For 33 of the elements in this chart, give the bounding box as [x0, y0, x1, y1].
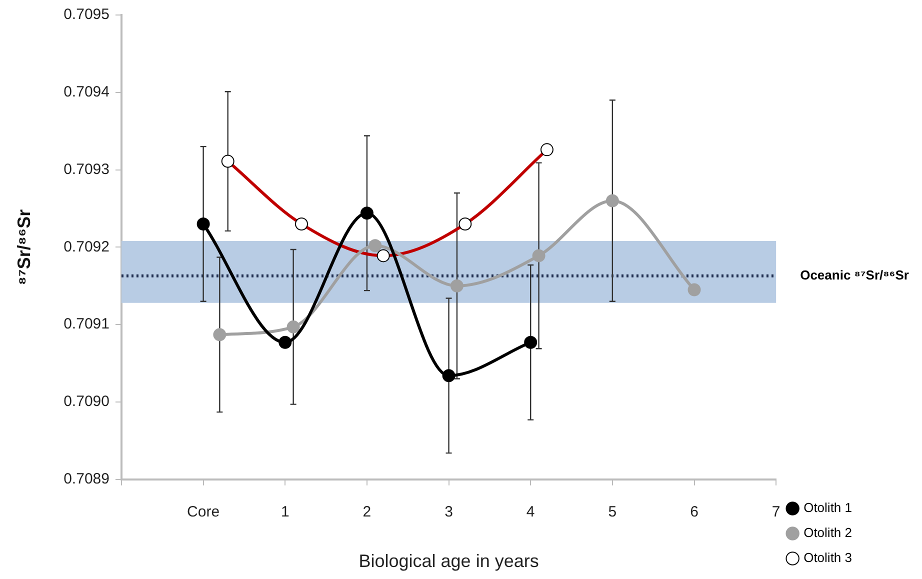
x-tick-label: 2 [362, 504, 372, 521]
point [606, 194, 619, 208]
point [688, 283, 701, 296]
y-axis-title: ⁸⁷Sr/⁸⁶Sr [14, 209, 34, 286]
y-tick-label: 0.7092 [64, 238, 110, 256]
legend-label: Otolith 2 [804, 525, 852, 540]
point [278, 336, 292, 349]
point [196, 217, 210, 230]
point [442, 369, 456, 382]
x-tick-label: Core [187, 504, 220, 521]
point [360, 206, 374, 220]
x-tick-label: 7 [772, 504, 780, 521]
legend-label: Otolith 1 [804, 500, 852, 516]
point [213, 328, 226, 342]
point [532, 249, 546, 262]
x-tick-label: 5 [608, 504, 617, 521]
x-tick-label: 1 [280, 504, 290, 521]
y-tick-label: 0.7093 [64, 160, 110, 178]
y-tick-label: 0.7089 [64, 470, 110, 488]
x-tick-label: 3 [444, 504, 453, 521]
y-tick-label: 0.7094 [64, 84, 110, 101]
x-tick-label: 4 [526, 504, 535, 521]
point [524, 336, 538, 349]
point [368, 239, 382, 252]
point [450, 279, 464, 292]
x-axis-title: Biological age in years [358, 551, 539, 572]
y-tick-label: 0.7091 [64, 316, 110, 333]
ref-line-label: Oceanic ⁸⁷Sr/⁸⁶Sr [800, 267, 910, 282]
point [286, 320, 300, 334]
x-tick-label: 6 [690, 504, 698, 521]
y-tick-label: 0.7090 [64, 393, 110, 410]
y-tick-label: 0.7095 [64, 6, 110, 24]
legend-label: Otolith 3 [804, 550, 852, 566]
